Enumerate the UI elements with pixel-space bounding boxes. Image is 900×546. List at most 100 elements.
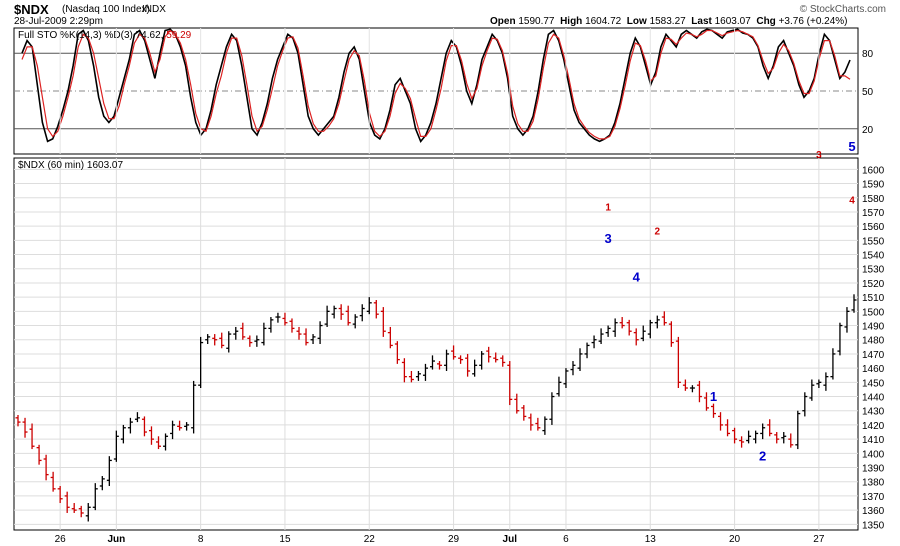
index-name: (Nasdaq 100 Index): [62, 4, 150, 15]
ohlc-bar: [591, 335, 597, 349]
price-tick-label: 1400: [862, 449, 885, 460]
price-tick-label: 1540: [862, 251, 885, 262]
ohlc-bar: [352, 314, 358, 329]
ohlc-bar: [837, 322, 843, 356]
price-tick-label: 1550: [862, 236, 885, 247]
ohlc-bar: [668, 321, 674, 347]
ohlc-bar: [500, 355, 506, 367]
wave-label-red: 3: [816, 150, 822, 161]
ohlc-bar: [542, 416, 548, 435]
stockcharts-logo: © StockCharts.com: [799, 4, 886, 15]
ohlc-bar: [36, 444, 42, 465]
ohlc-bar: [198, 336, 204, 389]
ohlc-bar: [50, 471, 56, 492]
ohlc-bar: [851, 294, 857, 313]
ohlc-bar: [661, 311, 667, 326]
ohlc-bar: [233, 326, 239, 340]
ohlc-bar: [226, 331, 232, 353]
ohlc-bar: [612, 318, 618, 337]
ohlc-bar: [324, 305, 330, 327]
ohlc-bar: [71, 503, 77, 513]
x-axis: 26 Jun 8 15 22 29 Jul 6 13 20 27: [55, 534, 825, 545]
ohlc-bar: [689, 385, 695, 393]
ohlc-bar: [535, 417, 541, 431]
wave-label-blue: 2: [759, 448, 766, 463]
x-tick-label: 26: [55, 534, 67, 545]
ohlc-bar: [57, 485, 63, 504]
ohlc-bar: [127, 417, 133, 434]
open-value: 1590.77: [518, 16, 555, 27]
price-tick-label: 1530: [862, 265, 885, 276]
ohlc-bar: [816, 379, 822, 389]
ohlc-bar: [113, 430, 119, 462]
open-label: Open: [490, 16, 516, 27]
ohlc-bar: [134, 412, 140, 423]
ohlc-bar: [718, 412, 724, 431]
quote-line: Open 1590.77 High 1604.72 Low 1583.27 La…: [490, 16, 848, 27]
ohlc-bar: [486, 346, 492, 363]
low-value: 1583.27: [649, 16, 686, 27]
ohlc-bar: [696, 380, 702, 403]
ohlc-bar: [282, 312, 288, 326]
price-tick-label: 1490: [862, 322, 885, 333]
ohlc-bar: [268, 317, 274, 333]
ohlc-bar: [633, 328, 639, 346]
ohlc-bar: [507, 361, 513, 406]
price-tick-label: 1600: [862, 165, 885, 176]
ohlc-bar: [240, 322, 246, 340]
price-legend: $NDX (60 min) 1603.07: [18, 160, 123, 171]
ohlc-bar: [148, 426, 154, 445]
ohlc-bar: [584, 342, 590, 359]
wave-label-red: 4: [849, 195, 855, 206]
ohlc-bar: [408, 370, 414, 383]
ohlc-bar: [275, 312, 281, 323]
ohlc-bar: [429, 355, 435, 370]
ohlc-bar: [380, 307, 386, 337]
ohlc-bar: [710, 403, 716, 418]
ohlc-bar: [626, 319, 632, 336]
price-tick-label: 1510: [862, 293, 885, 304]
price-tick-label: 1390: [862, 464, 885, 475]
ohlc-bar: [106, 456, 112, 486]
ohlc-bar: [219, 332, 225, 349]
ohlc-bar: [15, 414, 21, 427]
price-tick-label: 1430: [862, 407, 885, 418]
price-tick-label: 1560: [862, 222, 885, 233]
x-tick-label: 22: [364, 534, 376, 545]
price-tick-label: 1470: [862, 350, 885, 361]
ohlc-bar: [401, 358, 407, 383]
ohlc-bar: [247, 335, 253, 347]
ohlc-bar: [781, 432, 787, 444]
price-tick-label: 1380: [862, 478, 885, 489]
price-frame: [13, 157, 859, 531]
ohlc-bar: [29, 423, 35, 450]
ohlc-bar: [521, 405, 527, 421]
ohlc-bar: [703, 392, 709, 411]
ohlc-bar: [184, 422, 190, 431]
ohlc-bar: [205, 334, 211, 344]
ohlc-bar: [675, 336, 681, 389]
ohlc-bar: [141, 416, 147, 437]
ohlc-bar: [422, 363, 428, 381]
wave-label-blue: 4: [633, 270, 641, 285]
x-tick-label: Jul: [503, 534, 518, 545]
x-tick-label: 29: [448, 534, 460, 545]
x-tick-label: 27: [813, 534, 825, 545]
x-tick-label: 13: [645, 534, 657, 545]
ohlc-bar: [493, 352, 499, 363]
price-tick-label: 1480: [862, 336, 885, 347]
price-tick-label: 1520: [862, 279, 885, 290]
ohlc-bar: [296, 326, 302, 340]
ohlc-bar: [767, 419, 773, 437]
ohlc-bar: [802, 392, 808, 417]
ohlc-bar: [451, 345, 457, 360]
ohlc-bar: [809, 379, 815, 401]
stochastic-panel: 20 50 80 Full STO %K(14,3) %D(3) 74.62, 59.…: [13, 27, 874, 155]
ohlc-bar: [577, 348, 583, 371]
ohlc-bar: [338, 304, 344, 320]
ohlc-bar: [654, 315, 660, 329]
ohlc-bar: [479, 351, 485, 370]
ohlc-bar: [366, 297, 372, 315]
ohlc-bar: [823, 372, 829, 391]
ohlc-bar: [465, 353, 471, 377]
